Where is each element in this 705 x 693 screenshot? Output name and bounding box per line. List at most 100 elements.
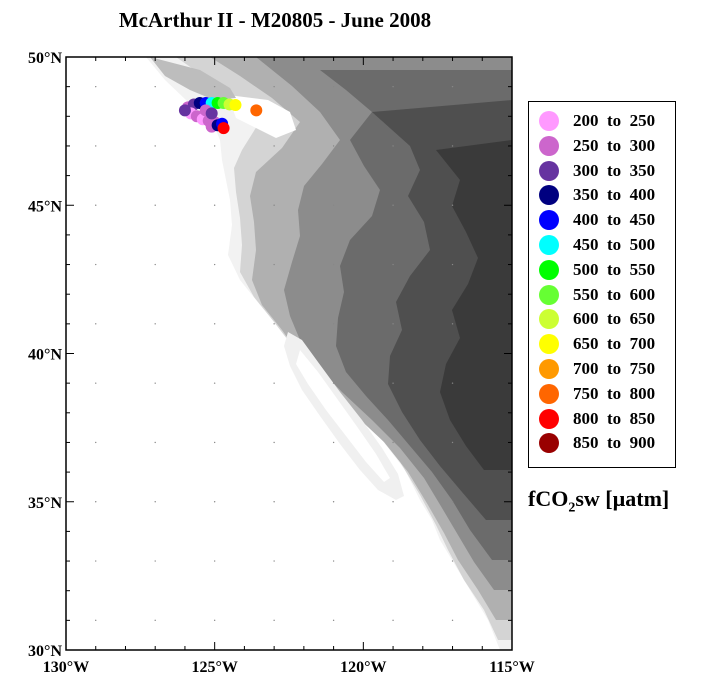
grid-dot <box>213 382 216 384</box>
legend-unit: fCO2sw [µatm] <box>528 486 669 516</box>
legend-swatch <box>539 284 559 305</box>
grid-dot <box>154 560 156 562</box>
grid-dot <box>332 382 335 384</box>
grid-dot <box>154 145 156 147</box>
track-point <box>229 99 242 112</box>
legend-swatch <box>539 135 559 156</box>
central-valley-edge <box>296 350 390 482</box>
grid-dot <box>392 145 394 147</box>
legend-item: 250 to 300 <box>529 135 677 157</box>
puget-sound <box>228 95 296 138</box>
grid-dot <box>213 560 216 562</box>
legend-range-label: 300 to 350 <box>573 160 656 180</box>
legend-range-label: 550 to 600 <box>573 284 656 304</box>
grid-dot <box>392 501 394 503</box>
grid-dot <box>332 441 335 444</box>
legend-item: 850 to 900 <box>529 432 677 454</box>
grid-dot <box>154 85 156 88</box>
grid-dot <box>213 204 216 206</box>
legend-item: 350 to 400 <box>529 184 677 206</box>
grid-dot <box>332 204 335 206</box>
track-point <box>250 104 263 117</box>
lat-tick-label: 40°N <box>28 347 62 364</box>
map-title: McArthur II - M20805 - June 2008 <box>118 8 432 32</box>
grid-dot <box>332 619 335 622</box>
lon-tick-label: 115°W <box>489 659 535 676</box>
vancouver-island <box>150 57 236 100</box>
grid-dot <box>154 619 156 622</box>
legend-range-label: 600 to 650 <box>573 309 656 329</box>
legend-range-label: 250 to 300 <box>573 135 656 155</box>
unit-rest: sw [µatm] <box>575 486 670 511</box>
grid-dot <box>273 323 275 325</box>
unit-main: fCO <box>528 486 569 511</box>
grid-dot <box>213 441 216 444</box>
grid-dot <box>273 204 275 206</box>
grid-dot <box>154 263 156 266</box>
grid-dot <box>95 263 97 266</box>
grid-dot <box>451 560 454 562</box>
grid-dot <box>392 560 394 562</box>
legend-item: 800 to 850 <box>529 408 677 430</box>
grid-dot <box>154 204 156 206</box>
legend-swatch <box>539 235 559 255</box>
lat-tick-label: 35°N <box>28 495 62 512</box>
legend-range-label: 700 to 750 <box>573 359 656 378</box>
grid-dot <box>451 382 454 384</box>
legend-range-label: 800 to 850 <box>573 408 656 428</box>
grid-dot <box>213 263 216 266</box>
grid-dot <box>451 145 454 147</box>
grid-dot <box>273 441 275 444</box>
legend-item: 450 to 500 <box>529 234 677 256</box>
grid-dot <box>213 145 216 147</box>
grid-dot <box>273 382 275 384</box>
legend-item: 550 to 600 <box>529 284 677 306</box>
grid-dot <box>332 263 335 266</box>
legend-swatch <box>539 111 559 131</box>
grid-dot <box>392 382 394 384</box>
grid-dot <box>273 85 275 88</box>
grid-dot <box>332 85 335 88</box>
track-point <box>178 104 191 117</box>
legend-item: 750 to 800 <box>529 383 677 405</box>
grid-dot <box>392 323 394 325</box>
grid-dot <box>154 323 156 325</box>
grid-dot <box>273 619 275 622</box>
legend-item: 700 to 750 <box>529 358 677 380</box>
legend-range-label: 500 to 550 <box>573 259 656 279</box>
grid-dot <box>332 145 335 147</box>
legend-swatch <box>539 185 559 206</box>
legend-swatch <box>539 309 559 330</box>
track-point <box>217 122 230 135</box>
grid-dot <box>95 145 97 147</box>
grid-dot <box>273 263 275 266</box>
legend-range-label: 750 to 800 <box>573 383 656 403</box>
track-point <box>205 107 218 120</box>
land-topography <box>146 57 512 650</box>
legend-swatch <box>539 334 559 355</box>
legend-swatch <box>539 383 559 404</box>
grid-dot <box>392 263 394 266</box>
legend-swatch <box>539 259 559 280</box>
grid-dot <box>95 323 97 325</box>
grid-dot <box>273 560 275 562</box>
lat-tick-label: 30°N <box>28 643 62 660</box>
grid-dot <box>451 619 454 622</box>
grid-dot <box>273 145 275 147</box>
grid-dot <box>213 323 216 325</box>
legend-range-label: 350 to 400 <box>573 185 656 205</box>
legend-item: 400 to 450 <box>529 209 677 231</box>
grid-dot <box>154 501 156 503</box>
grid-dot <box>95 382 97 384</box>
grid-dot <box>451 204 454 206</box>
legend-item: 300 to 350 <box>529 160 677 182</box>
legend-range-label: 450 to 500 <box>573 235 656 254</box>
lon-tick-label: 130°W <box>43 659 89 676</box>
legend-swatch <box>539 408 559 429</box>
grid-dot <box>332 501 335 503</box>
grid-dot <box>451 323 454 325</box>
grid-dot <box>392 441 394 444</box>
grid-dot <box>332 323 335 325</box>
